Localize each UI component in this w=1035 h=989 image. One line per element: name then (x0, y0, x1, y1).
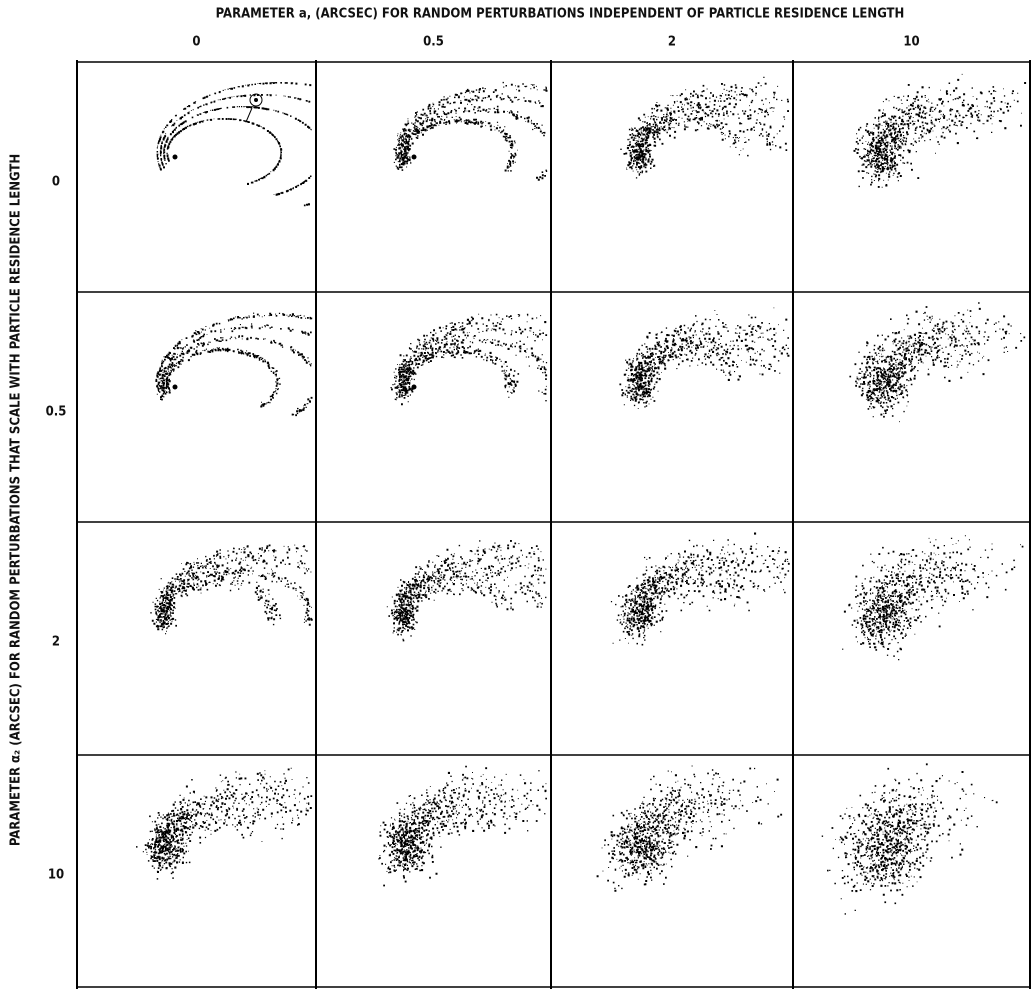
particle-plot (620, 76, 789, 179)
particle-plot (821, 763, 998, 915)
column-label: 2 (668, 35, 676, 50)
particle-plot (596, 765, 783, 892)
particle-plot (849, 302, 1026, 423)
particle-plot (155, 312, 313, 417)
column-label: 0.5 (423, 35, 444, 50)
row-label: 0.5 (46, 405, 67, 420)
nucleus (172, 154, 178, 160)
side-title: PARAMETER α₂ (ARCSEC) FOR RANDOM PERTURB… (9, 154, 24, 846)
particle-plot (842, 535, 1024, 661)
row-label: 2 (52, 635, 60, 650)
sun-marker (245, 93, 263, 123)
particle-plot (156, 82, 312, 207)
particle-plot (150, 544, 313, 635)
particle-plot (386, 540, 547, 642)
row-label: 0 (52, 175, 60, 190)
particle-plot (853, 73, 1027, 188)
nucleus (411, 384, 417, 390)
particle-plot (610, 532, 790, 646)
particle-plot (136, 767, 313, 880)
particle-plot (390, 313, 548, 406)
row-label: 10 (48, 868, 64, 883)
particle-plot (393, 81, 548, 181)
column-label: 0 (192, 35, 200, 50)
top-title: PARAMETER a, (ARCSEC) FOR RANDOM PERTURB… (216, 7, 905, 22)
particle-plot (378, 765, 547, 887)
column-label: 10 (903, 35, 919, 50)
particle-plot (619, 307, 790, 409)
nucleus (411, 154, 417, 160)
nucleus (172, 384, 178, 390)
panel-grid (76, 60, 1031, 989)
